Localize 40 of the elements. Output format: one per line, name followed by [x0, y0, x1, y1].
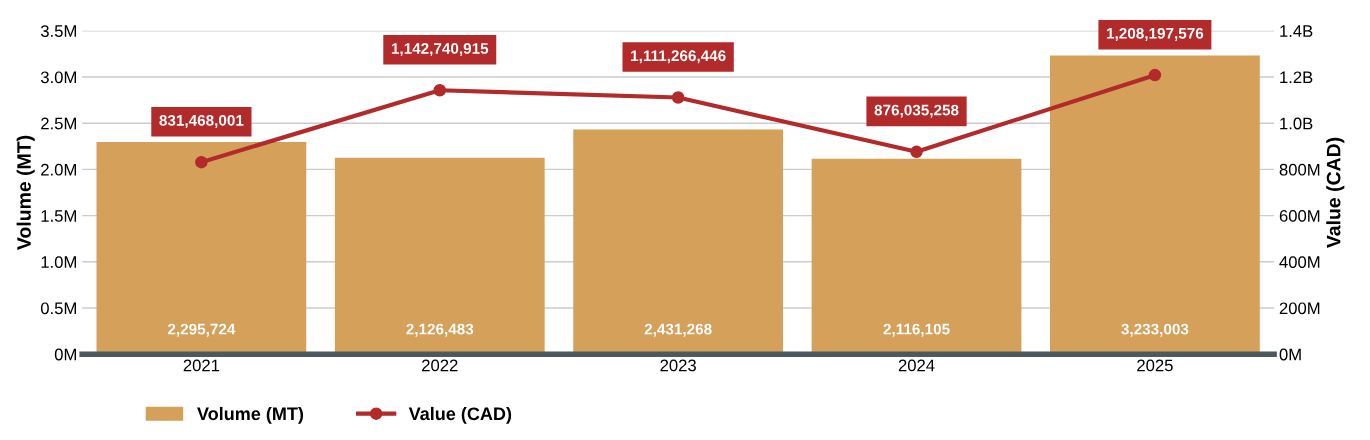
- x-tick-label: 2021: [183, 359, 220, 372]
- data-label: 2,295,724: [167, 323, 236, 337]
- x-tick-label: 2023: [660, 359, 696, 372]
- data-label: 1,111,266,446: [631, 50, 726, 64]
- point: [195, 155, 208, 169]
- y2-axis-title: Value (CAD): [1326, 137, 1345, 249]
- y2-tick-label: 0M: [1279, 348, 1301, 361]
- point: [1148, 68, 1162, 82]
- y-tick-label: 1.0M: [41, 256, 76, 268]
- data-label: 2,126,483: [406, 323, 474, 337]
- legend-label: Value (CAD): [408, 406, 512, 424]
- y2-tick-label: 200M: [1279, 302, 1320, 315]
- y2-tick-label: 1.0B: [1280, 117, 1313, 130]
- y-tick-label: 3.5M: [40, 25, 76, 37]
- y2-tick-label: 1.4B: [1280, 25, 1313, 37]
- y2-tick-label: 400M: [1279, 256, 1320, 268]
- data-label: 1,208,197,576: [1107, 27, 1204, 41]
- x-tick-label: 2025: [1137, 359, 1173, 372]
- data-label: 3,233,003: [1121, 323, 1189, 337]
- x-tick-label: 2024: [898, 359, 935, 372]
- y-axis-title: Volume (MT): [16, 135, 35, 250]
- point: [433, 83, 447, 97]
- y-tick-label: 2.0M: [41, 163, 76, 176]
- point: [910, 145, 923, 159]
- data-label: 2,116,105: [883, 323, 950, 337]
- legend-label: Volume (MT): [197, 406, 304, 424]
- y-tick-label: 0.5M: [40, 302, 76, 315]
- y2-tick-label: 800M: [1279, 163, 1320, 176]
- data-label: 1,142,740,915: [391, 43, 489, 57]
- y-tick-label: 1.5M: [41, 210, 76, 222]
- y-tick-label: 0M: [54, 348, 76, 361]
- y-tick-label: 3.0M: [40, 71, 76, 84]
- y2-tick-label: 600M: [1279, 210, 1320, 222]
- x-tick-label: 2022: [422, 359, 458, 372]
- y2-tick-label: 1.2B: [1280, 71, 1313, 84]
- data-label: 876,035,258: [874, 104, 959, 118]
- data-label: 2,431,268: [644, 323, 712, 337]
- data-label: 831,468,001: [159, 114, 244, 128]
- point: [671, 91, 685, 104]
- y-tick-label: 2.5M: [41, 117, 76, 130]
